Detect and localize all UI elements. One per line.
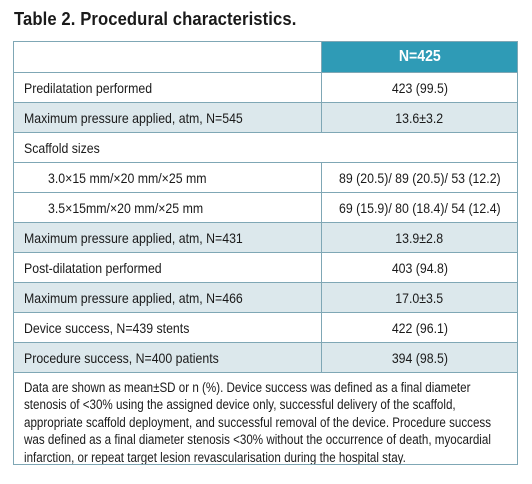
row-label: 3.5×15mm/×20 mm/×25 mm xyxy=(14,193,322,222)
table-footnote: Data are shown as mean±SD or n (%). Devi… xyxy=(14,372,517,464)
header-n-cell: N=425 xyxy=(322,42,517,72)
row-value: 69 (15.9)/ 80 (18.4)/ 54 (12.4) xyxy=(338,199,501,216)
table-header-row: N=425 xyxy=(14,42,517,72)
header-label-cell xyxy=(14,42,322,72)
procedural-characteristics-table: N=425 Predilatation performed 423 (99.5)… xyxy=(13,41,518,465)
footnote-text: Data are shown as mean±SD or n (%). Devi… xyxy=(24,380,492,464)
row-label: Maximum pressure applied, atm, N=466 xyxy=(14,283,322,312)
row-label: Procedure success, N=400 patients xyxy=(14,343,322,372)
table-row: Post-dilatation performed 403 (94.8) xyxy=(14,252,517,282)
row-value: 13.9±2.8 xyxy=(395,229,444,246)
row-value: 422 (96.1) xyxy=(391,319,448,336)
table-title: Table 2. Procedural characteristics. xyxy=(14,8,297,29)
row-label: Post-dilatation performed xyxy=(14,253,322,282)
row-label: 3.0×15 mm/×20 mm/×25 mm xyxy=(14,163,322,192)
table-row: Predilatation performed 423 (99.5) xyxy=(14,72,517,102)
table-row: 3.5×15mm/×20 mm/×25 mm 69 (15.9)/ 80 (18… xyxy=(14,192,517,222)
table-row: Maximum pressure applied, atm, N=545 13.… xyxy=(14,102,517,132)
row-label: Maximum pressure applied, atm, N=545 xyxy=(14,103,322,132)
table-row: Procedure success, N=400 patients 394 (9… xyxy=(14,342,517,372)
table-row: Maximum pressure applied, atm, N=466 17.… xyxy=(14,282,517,312)
table-row: 3.0×15 mm/×20 mm/×25 mm 89 (20.5)/ 89 (2… xyxy=(14,162,517,192)
row-label: Predilatation performed xyxy=(14,73,322,102)
row-value: 394 (98.5) xyxy=(391,349,448,366)
row-value: 423 (99.5) xyxy=(391,79,448,96)
row-label: Maximum pressure applied, atm, N=431 xyxy=(14,223,322,252)
row-label: Device success, N=439 stents xyxy=(14,313,322,342)
row-value: 13.6±3.2 xyxy=(395,109,444,126)
section-label: Scaffold sizes xyxy=(24,139,100,156)
row-value: 89 (20.5)/ 89 (20.5)/ 53 (12.2) xyxy=(338,169,501,186)
row-value: 17.0±3.5 xyxy=(395,289,444,306)
table-section-row: Scaffold sizes xyxy=(14,132,517,162)
header-n-label: N=425 xyxy=(398,48,441,65)
row-value: 403 (94.8) xyxy=(391,259,448,276)
table-row: Maximum pressure applied, atm, N=431 13.… xyxy=(14,222,517,252)
table-row: Device success, N=439 stents 422 (96.1) xyxy=(14,312,517,342)
